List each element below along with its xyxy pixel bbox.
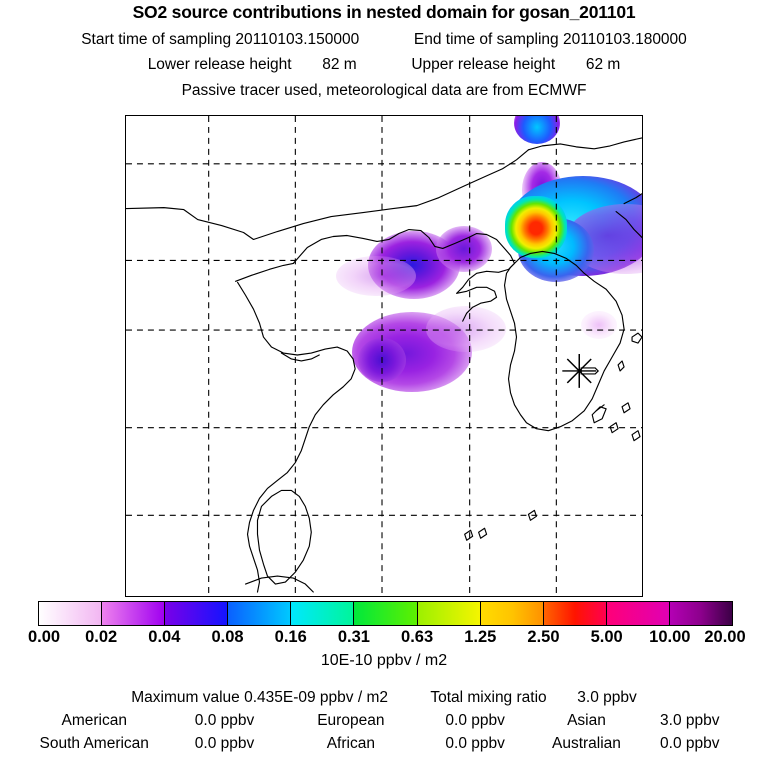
- footer-region-row-2: South American 0.0 ppbv African 0.0 ppbv…: [0, 735, 768, 753]
- page-title: SO2 source contributions in nested domai…: [132, 2, 636, 22]
- colorbar-segment-8: [543, 602, 607, 625]
- colorbar-tick-10.00: 10.00: [649, 628, 691, 646]
- region-name-south-american: South American: [39, 735, 149, 752]
- lower-release-height-label: Lower release height: [147, 56, 292, 73]
- colorbar-tick-labels: 0.00 0.02 0.04 0.08 0.16 0.31 0.63 1.25 2.50 5.00…: [0, 628, 768, 648]
- gridlines: [126, 116, 642, 596]
- coastline-china-coast-mid: [236, 281, 356, 593]
- region-value-american: 0.0 ppbv: [194, 712, 255, 729]
- colorbar-segment-5: [354, 602, 418, 625]
- region-value-asian: 3.0 ppbv: [660, 712, 720, 729]
- coastlines: [126, 137, 642, 593]
- region-name-asian: Asian: [567, 712, 606, 729]
- start-time-value: 20110103.150000: [235, 31, 360, 48]
- region-name-european: European: [317, 712, 385, 729]
- coastline-inland-detail-1: [280, 352, 320, 362]
- map-vector-overlay: [126, 116, 642, 596]
- colorbar-tick-0.04: 0.04: [148, 628, 181, 646]
- colorbar-unit-label: 10E-10 ppbv / m2: [320, 652, 448, 669]
- colorbar-tick-0.00: 0.00: [27, 628, 61, 646]
- region-value-african: 0.0 ppbv: [445, 735, 505, 752]
- island-small-1: [478, 527, 488, 539]
- start-time-label: Start time of sampling: [81, 31, 232, 48]
- island-small-4: [609, 422, 619, 434]
- coastline-taiwan: [256, 489, 312, 585]
- island-ryukyu-2: [617, 360, 625, 372]
- colorbar-tick-5.00: 5.00: [590, 628, 623, 646]
- coastline-japan-fragment: [623, 193, 642, 205]
- end-time-label: End time of sampling: [413, 31, 559, 48]
- island-jeju-area-1: [621, 402, 631, 414]
- island-small-2: [464, 529, 474, 541]
- colorbar-segment-10: [669, 602, 733, 625]
- region-name-australian: Australian: [552, 735, 621, 752]
- total-mixing-ratio-label: Total mixing ratio: [430, 689, 547, 706]
- upper-release-height-value: 62 m: [585, 56, 621, 73]
- island-ryukyu-1: [631, 332, 642, 344]
- total-mixing-ratio-value: 3.0 ppbv: [577, 689, 637, 706]
- colorbar-segment-0: [39, 602, 103, 625]
- colorbar-segment-9: [606, 602, 670, 625]
- coastline-japan-west: [615, 211, 642, 239]
- coastline-inland-detail-2: [244, 575, 314, 593]
- colorbar-tick-2.50: 2.50: [527, 628, 560, 646]
- region-value-south-american: 0.0 ppbv: [194, 735, 255, 752]
- region-value-australian: 0.0 ppbv: [660, 735, 720, 752]
- tracer-note: Passive tracer used, meteorological data…: [181, 82, 587, 99]
- colorbar-segment-3: [228, 602, 292, 625]
- maximum-value-label: Maximum value: [131, 689, 240, 706]
- island-small-5: [631, 430, 641, 442]
- colorbar: [38, 601, 733, 626]
- map-plot-area: [125, 115, 643, 597]
- colorbar-tick-20.00: 20.00: [704, 628, 746, 646]
- sampling-time-row: Start time of sampling 20110103.150000 E…: [0, 31, 768, 49]
- coastline-china-east: [292, 228, 516, 294]
- colorbar-segment-6: [417, 602, 481, 625]
- colorbar-tick-0.31: 0.31: [337, 628, 370, 646]
- receptor-star-icon: [562, 354, 600, 388]
- colorbar-tick-0.08: 0.08: [211, 628, 244, 646]
- colorbar-tick-0.63: 0.63: [401, 628, 434, 646]
- upper-release-height-label: Upper release height: [411, 56, 556, 73]
- coastline-china-south: [235, 262, 294, 282]
- island-ryukyu-4: [595, 404, 605, 412]
- coastline-bohai-north: [527, 137, 642, 151]
- region-name-african: African: [326, 735, 375, 752]
- maximum-value: 0.435E-09 ppbv / m2: [244, 689, 388, 706]
- colorbar-segment-2: [165, 602, 229, 625]
- footer-region-row-1: American 0.0 ppbv European 0.0 ppbv Asia…: [0, 712, 768, 730]
- end-time-value: 20110103.180000: [562, 31, 687, 48]
- colorbar-segment-4: [291, 602, 355, 625]
- colorbar-tick-1.25: 1.25: [464, 628, 497, 646]
- coastline-korea: [503, 250, 625, 432]
- footer-summary-row: Maximum value 0.435E-09 ppbv / m2 Total …: [0, 689, 768, 707]
- lower-release-height-value: 82 m: [322, 56, 357, 73]
- region-value-european: 0.0 ppbv: [445, 712, 505, 729]
- colorbar-segment-1: [102, 602, 166, 625]
- coastline-north-border: [126, 149, 530, 241]
- coastline-shandong: [456, 286, 498, 322]
- island-small-3: [527, 509, 537, 521]
- release-height-row: Lower release height 82 m Upper release …: [0, 56, 768, 74]
- colorbar-tick-0.02: 0.02: [85, 628, 118, 646]
- colorbar-tick-0.16: 0.16: [274, 628, 307, 646]
- colorbar-segment-7: [480, 602, 544, 625]
- region-name-american: American: [61, 712, 127, 729]
